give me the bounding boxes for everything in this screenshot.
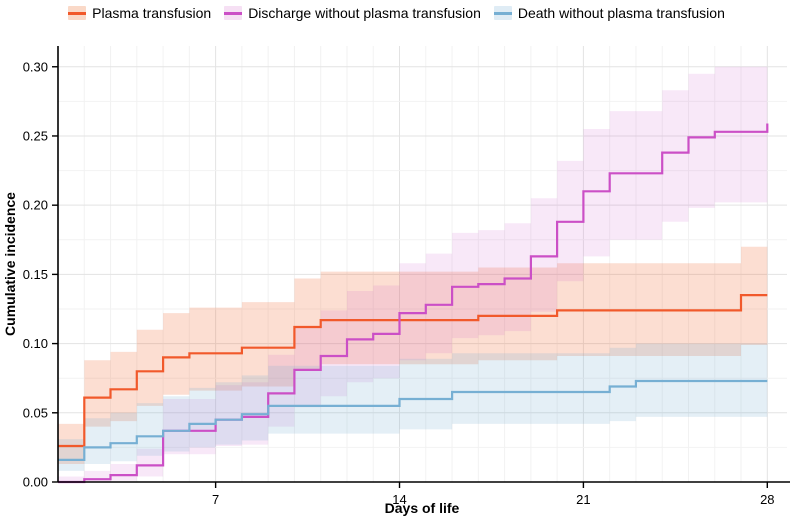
legend-label: Death without plasma transfusion bbox=[517, 5, 725, 21]
y-tick-label: 0.25 bbox=[23, 128, 48, 143]
bands-layer bbox=[58, 66, 768, 483]
legend-line-swatch-icon bbox=[224, 11, 243, 15]
y-tick-label: 0.30 bbox=[23, 59, 48, 74]
legend-line-swatch-icon bbox=[493, 11, 512, 15]
y-tick-label: 0.20 bbox=[23, 198, 48, 213]
legend-item-death: Death without plasma transfusion bbox=[493, 5, 725, 21]
legend: Plasma transfusion Discharge without pla… bbox=[0, 0, 793, 26]
y-tick-label: 0.00 bbox=[23, 475, 48, 490]
legend-item-discharge: Discharge without plasma transfusion bbox=[224, 5, 481, 21]
lines-layer bbox=[58, 123, 769, 484]
x-tick-label: 14 bbox=[392, 492, 406, 507]
x-axis-label: Days of life bbox=[385, 500, 460, 516]
axes-layer bbox=[52, 46, 790, 488]
legend-line-swatch-icon bbox=[68, 11, 87, 15]
legend-key-discharge bbox=[224, 6, 243, 20]
confidence-band bbox=[58, 246, 768, 464]
legend-key-plasma-transfusion bbox=[68, 6, 87, 20]
y-tick-label: 0.05 bbox=[23, 405, 48, 420]
x-tick-label: 7 bbox=[212, 492, 219, 507]
legend-label: Plasma transfusion bbox=[92, 5, 212, 21]
tick-labels-layer: 7 14 21 28 0.00 0.05 0.10 0.15 0.20 0.25 0.30 bbox=[23, 59, 775, 507]
legend-item-plasma-transfusion: Plasma transfusion bbox=[68, 5, 211, 21]
x-tick-label: 28 bbox=[760, 492, 774, 507]
legend-key-death bbox=[493, 6, 512, 20]
x-tick-label: 21 bbox=[576, 492, 590, 507]
legend-label: Discharge without plasma transfusion bbox=[248, 5, 481, 21]
step-line bbox=[58, 379, 768, 461]
step-line bbox=[58, 294, 768, 448]
y-tick-label: 0.10 bbox=[23, 336, 48, 351]
confidence-band bbox=[58, 66, 768, 483]
confidence-band bbox=[58, 343, 768, 471]
y-axis-label: Cumulative incidence bbox=[2, 192, 18, 336]
y-tick-label: 0.15 bbox=[23, 267, 48, 282]
